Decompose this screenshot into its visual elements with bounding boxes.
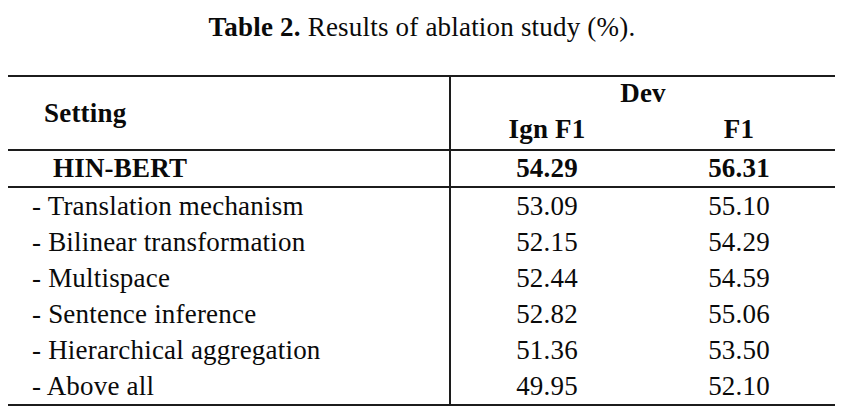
ablation-results-table: Setting Dev Ign F1 F1 HIN-BERT 54.29 56.… <box>8 75 835 406</box>
table-row: - Sentence inference 52.82 55.06 <box>8 296 835 332</box>
ign-f1-header-cell: Ign F1 <box>451 114 643 145</box>
f1-value: 52.10 <box>643 371 835 402</box>
row-label: - Above all <box>8 368 449 404</box>
f1-value: 54.29 <box>643 227 835 258</box>
row-label: - Translation mechanism <box>8 188 449 224</box>
row-label: - Hierarchical aggregation <box>8 332 449 368</box>
ign-f1-value: 52.15 <box>451 227 643 258</box>
ign-f1-value: 52.44 <box>451 263 643 294</box>
table-row-main-model: HIN-BERT 54.29 56.31 <box>8 149 835 186</box>
row-values: 53.09 55.10 <box>449 188 835 224</box>
caption-text: Results of ablation study (%). <box>301 12 636 42</box>
ign-f1-value: 49.95 <box>451 371 643 402</box>
ign-f1-value: 54.29 <box>451 153 643 184</box>
f1-value: 54.59 <box>643 263 835 294</box>
ign-f1-value: 51.36 <box>451 335 643 366</box>
row-values: 51.36 53.50 <box>449 332 835 368</box>
caption-number: Table 2. <box>209 12 301 42</box>
f1-value: 53.50 <box>643 335 835 366</box>
table-row: - Translation mechanism 53.09 55.10 <box>8 188 835 224</box>
row-values: 52.44 54.59 <box>449 260 835 296</box>
row-values: 54.29 56.31 <box>449 151 835 186</box>
table-row: - Multispace 52.44 54.59 <box>8 260 835 296</box>
table-header-row: Setting Dev Ign F1 F1 <box>8 77 835 149</box>
f1-header-cell: F1 <box>643 114 835 145</box>
ablation-rows-section: - Translation mechanism 53.09 55.10 - Bi… <box>8 186 835 404</box>
row-values: 52.15 54.29 <box>449 224 835 260</box>
row-label: - Multispace <box>8 260 449 296</box>
row-values: 52.82 55.06 <box>449 296 835 332</box>
table-row: - Hierarchical aggregation 51.36 53.50 <box>8 332 835 368</box>
f1-value: 56.31 <box>643 153 835 184</box>
row-label: - Bilinear transformation <box>8 224 449 260</box>
paper-page: Table 2. Results of ablation study (%). … <box>0 0 844 414</box>
row-label: - Sentence inference <box>8 296 449 332</box>
setting-header-cell: Setting <box>8 77 449 149</box>
table-row: - Bilinear transformation 52.15 54.29 <box>8 224 835 260</box>
f1-value: 55.06 <box>643 299 835 330</box>
dev-group-header-cell: Dev <box>451 77 835 110</box>
table-caption: Table 2. Results of ablation study (%). <box>0 12 844 43</box>
f1-value: 55.10 <box>643 191 835 222</box>
table-row: - Above all 49.95 52.10 <box>8 368 835 404</box>
dev-columns-header: Dev Ign F1 F1 <box>449 77 835 149</box>
row-values: 49.95 52.10 <box>449 368 835 404</box>
row-label: HIN-BERT <box>8 151 449 186</box>
metric-subheader-row: Ign F1 F1 <box>451 110 835 149</box>
ign-f1-value: 53.09 <box>451 191 643 222</box>
ign-f1-value: 52.82 <box>451 299 643 330</box>
